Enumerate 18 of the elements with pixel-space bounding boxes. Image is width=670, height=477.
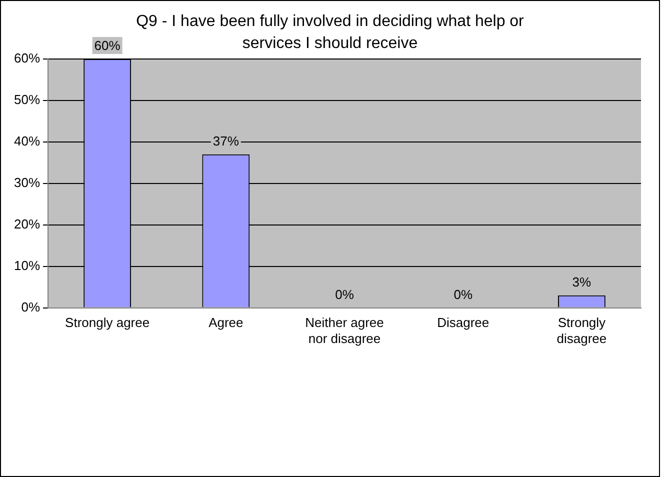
y-tick-label: 10% (14, 258, 40, 273)
y-tick-label: 30% (14, 174, 40, 190)
y-tick-label: 40% (14, 134, 40, 149)
data-label: 60% (94, 38, 121, 54)
y-tick-label: 50% (14, 92, 40, 108)
data-label: 3% (572, 274, 592, 290)
x-tick-label: Neither agree nor disagree (305, 315, 384, 346)
y-tick-label: 0% (21, 299, 40, 314)
y-tick-label: 60% (14, 50, 40, 66)
chart-title: Q9 - I have been fully involved in deciding what help or services I should receive (136, 13, 524, 52)
data-label: 37% (212, 133, 240, 148)
x-tick-label: Disagree (437, 315, 490, 330)
x-tick-label: Agree (208, 315, 244, 330)
x-tick-label: Strongly agree (65, 315, 150, 330)
data-label: 0% (335, 286, 354, 302)
y-tick-label: 20% (14, 216, 40, 232)
x-tick-label: Strongly disagree (556, 315, 607, 346)
data-label: 0% (454, 286, 473, 302)
